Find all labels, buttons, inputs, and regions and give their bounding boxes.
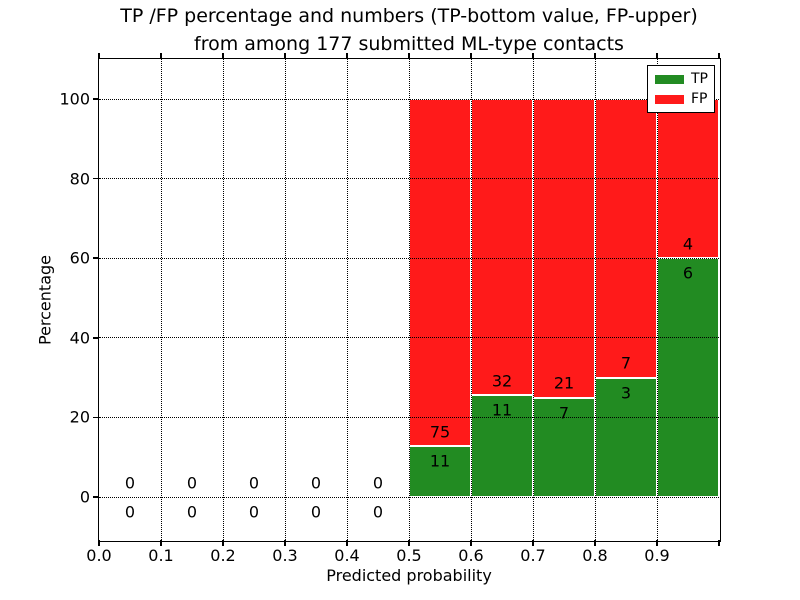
tp-bar-segment: [657, 258, 719, 497]
fp-swatch-icon: [655, 94, 684, 104]
x-tick-mark: [160, 540, 162, 546]
fp-count-label: 0: [186, 473, 198, 493]
x-tick-mark: [346, 540, 348, 546]
x-tick-label: 0.2: [210, 546, 236, 565]
x-tick-mark-top: [160, 53, 162, 59]
y-tick-label: 80: [69, 169, 90, 189]
tp-count-label: 0: [124, 502, 136, 522]
tp-count-label: 3: [620, 383, 632, 403]
y-tick-mark: [93, 337, 99, 339]
chart-title: TP /FP percentage and numbers (TP-bottom…: [120, 5, 698, 55]
tp-count-label: 0: [248, 502, 260, 522]
x-tick-mark: [594, 540, 596, 546]
tp-count-label: 0: [372, 502, 384, 522]
fp-count-label: 21: [553, 373, 575, 393]
plot-area: 0 0 0 0 0 0 0 0 0 0 75 11 32 11 21 7 7 3 4 6: [97, 57, 721, 542]
gridline-vertical: [346, 59, 348, 540]
x-tick-mark: [718, 540, 720, 546]
x-tick-mark-top: [718, 53, 720, 59]
tp-bar-segment: [409, 446, 471, 497]
x-tick-label: 0.3: [272, 546, 298, 565]
tp-count-label: 0: [310, 502, 322, 522]
y-tick-label: 60: [69, 248, 90, 268]
y-tick-mark: [93, 257, 99, 259]
y-tick-label: 0: [79, 487, 90, 507]
x-tick-mark-top: [532, 53, 534, 59]
gridline-vertical: [222, 59, 224, 540]
x-tick-mark-top: [284, 53, 286, 59]
x-tick-mark-top: [470, 53, 472, 59]
gridline-horizontal: [99, 178, 719, 180]
x-tick-label: 0.0: [86, 546, 112, 565]
fp-bar-segment: [409, 99, 471, 447]
x-tick-label: 0.6: [458, 546, 484, 565]
x-tick-label: 0.7: [520, 546, 546, 565]
fp-count-label: 0: [372, 473, 384, 493]
gridline-vertical: [284, 59, 286, 540]
gridline-vertical: [470, 59, 472, 540]
x-tick-mark: [98, 540, 100, 546]
legend-entry: TP: [655, 71, 708, 87]
fp-count-label: 7: [620, 353, 632, 373]
fp-bar-segment: [471, 99, 533, 396]
fp-count-label: 4: [682, 234, 694, 254]
x-axis-label: Predicted probability: [326, 566, 492, 585]
tp-count-label: 0: [186, 502, 198, 522]
x-tick-mark-top: [222, 53, 224, 59]
fp-count-label: 0: [124, 473, 136, 493]
y-tick-mark: [93, 98, 99, 100]
tp-swatch-icon: [655, 74, 684, 84]
y-tick-label: 100: [59, 89, 90, 109]
gridline-horizontal: [99, 98, 719, 100]
fp-bar-segment: [595, 99, 657, 378]
y-tick-label: 40: [69, 328, 90, 348]
x-tick-mark: [284, 540, 286, 546]
y-tick-mark: [93, 416, 99, 419]
gridline-horizontal: [99, 496, 719, 498]
y-tick-label: 20: [69, 407, 90, 427]
x-tick-mark-top: [346, 53, 348, 59]
y-axis-label: Percentage: [35, 254, 55, 346]
fp-count-label: 75: [429, 422, 451, 442]
gridline-vertical: [532, 59, 534, 540]
gridline-vertical: [408, 59, 410, 540]
tp-bar-segment: [471, 395, 533, 497]
x-tick-label: 0.1: [148, 546, 174, 565]
y-tick-mark: [93, 496, 99, 498]
tp-count-label: 7: [558, 403, 570, 423]
tp-count-label: 11: [429, 451, 451, 471]
x-tick-mark: [470, 540, 472, 546]
x-tick-mark-top: [98, 53, 100, 59]
x-tick-label: 0.8: [582, 546, 608, 565]
x-tick-mark-top: [594, 53, 596, 59]
legend-entry: FP: [655, 91, 708, 107]
legend-entry-label: TP: [691, 71, 708, 87]
x-tick-label: 0.9: [644, 546, 670, 565]
x-tick-mark: [408, 540, 410, 546]
fp-count-label: 32: [491, 371, 513, 391]
fp-count-label: 0: [310, 473, 322, 493]
y-tick-mark: [93, 177, 99, 180]
gridline-vertical: [160, 59, 162, 540]
tp-count-label: 11: [491, 400, 513, 420]
fp-bar-segment: [533, 99, 595, 398]
gridline-horizontal: [99, 337, 719, 339]
gridline-horizontal: [99, 416, 719, 418]
fp-count-label: 0: [248, 473, 260, 493]
legend: TP FP: [647, 65, 715, 113]
gridline-vertical: [594, 59, 596, 540]
x-tick-mark: [532, 540, 534, 546]
gridline-horizontal: [99, 257, 719, 259]
x-tick-mark: [222, 540, 224, 546]
x-tick-mark: [656, 540, 658, 546]
tp-bar-segment: [595, 377, 657, 497]
x-tick-label: 0.4: [334, 546, 360, 565]
x-tick-mark-top: [408, 53, 410, 59]
legend-entry-label: FP: [691, 91, 708, 107]
x-tick-label: 0.5: [396, 546, 422, 565]
x-tick-mark-top: [656, 53, 658, 59]
gridline-vertical: [656, 59, 658, 540]
tp-count-label: 6: [682, 263, 694, 283]
